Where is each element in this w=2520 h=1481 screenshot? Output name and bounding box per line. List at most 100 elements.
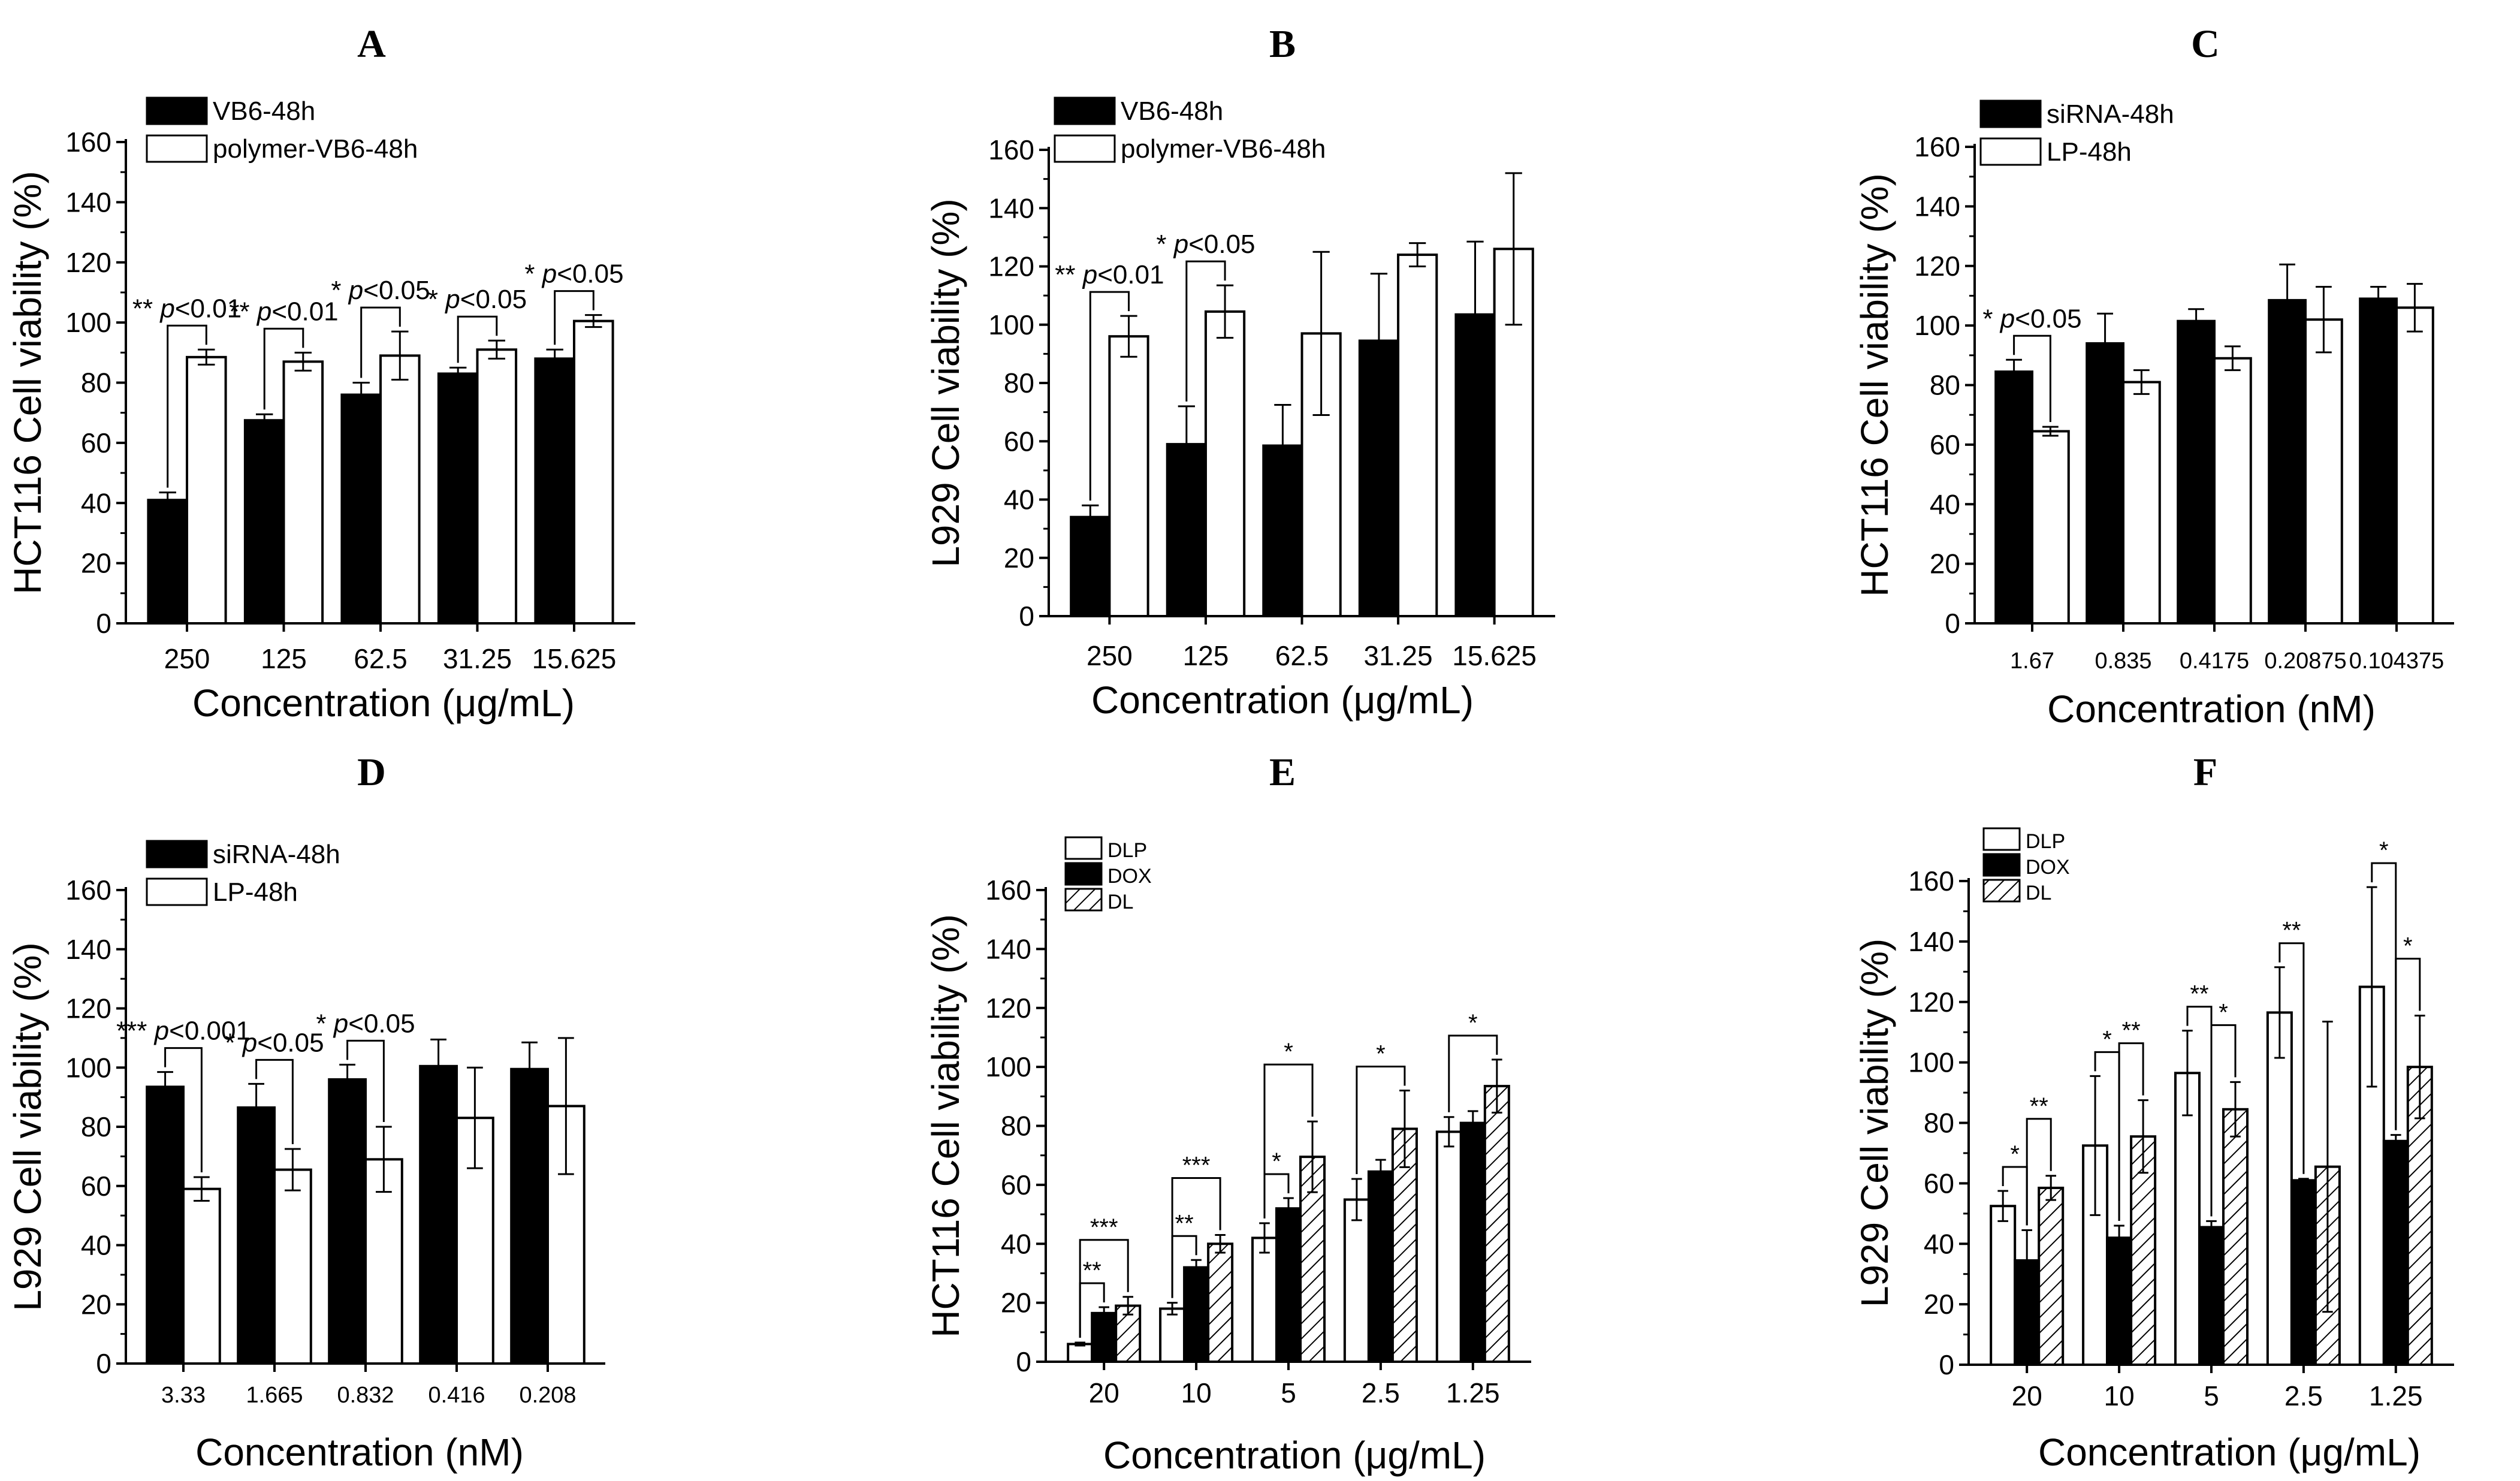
bar-vb6-48h-0 <box>1070 515 1111 617</box>
bar-dlp-4 <box>1435 1130 1462 1364</box>
bar-sirna-48h-1 <box>2086 342 2124 625</box>
y-tick-label: 20 <box>1004 542 1034 574</box>
bar-polymer-vb6-48h-0 <box>186 355 227 625</box>
y-tick-label: 40 <box>81 487 111 518</box>
bar-dl-4 <box>1483 1085 1510 1364</box>
x-tick-label: 0.4175 <box>2180 648 2249 674</box>
y-tick-label: 80 <box>1930 370 1960 401</box>
x-tick-label: 20 <box>1089 1377 1119 1408</box>
y-tick-label: 80 <box>81 1111 111 1142</box>
legend-swatch <box>1979 99 2042 128</box>
significance-label: * p<0.05 <box>1982 304 2081 333</box>
x-tick-label: 5 <box>1281 1377 1296 1408</box>
significance-stars: ** <box>1083 1257 1101 1284</box>
significance-bracket <box>2013 334 2051 423</box>
y-tick-label: 0 <box>96 608 111 639</box>
bar-sirna-48h-3 <box>419 1064 458 1365</box>
significance-label: ** p<0.01 <box>229 297 338 326</box>
y-tick-label: 140 <box>1914 191 1960 222</box>
y-tick-label: 60 <box>81 427 111 459</box>
legend-label: DOX <box>2026 856 2070 879</box>
bar-sirna-48h-0 <box>146 1085 185 1365</box>
x-tick-label: 2.5 <box>2284 1380 2323 1411</box>
bar-sirna-48h-0 <box>1994 370 2033 625</box>
significance-bracket <box>164 1047 203 1172</box>
bar-dl-0 <box>2038 1186 2065 1367</box>
y-tick-label: 100 <box>988 309 1034 340</box>
y-axis-title: L929 Cell viability (%) <box>924 198 967 567</box>
bar-lp-48h-3 <box>2304 318 2343 625</box>
bar-dl-1 <box>1207 1242 1234 1363</box>
y-tick-label: 100 <box>985 1051 1031 1082</box>
significance-bracket <box>1089 291 1130 501</box>
significance-bracket <box>2118 1042 2144 1221</box>
y-tick-label: 60 <box>1930 429 1960 460</box>
x-tick-label: 250 <box>164 643 210 674</box>
y-tick-label: 60 <box>1001 1169 1031 1201</box>
y-tick-label: 120 <box>1914 251 1960 282</box>
y-tick-label: 140 <box>65 934 111 965</box>
significance-bracket <box>1185 260 1226 402</box>
legend-swatch <box>1064 862 1103 886</box>
x-tick-label: 62.5 <box>354 643 408 674</box>
chart-panel-a: A 0 20 40 60 80 100 120 140 160 250 125 62.5 31.25 15.… <box>6 22 635 725</box>
legend-label: DLP <box>2026 830 2065 853</box>
y-tick-label: 140 <box>1908 926 1954 957</box>
legend-swatch <box>1979 137 2042 166</box>
bar-dox-3 <box>1367 1170 1394 1363</box>
bar-polymer-vb6-48h-3 <box>476 348 518 625</box>
y-tick-label: 160 <box>65 126 111 158</box>
legend-swatch <box>1982 853 2021 877</box>
x-tick-label: 125 <box>1183 640 1229 671</box>
x-tick-label: 1.25 <box>1446 1377 1500 1408</box>
bar-dox-4 <box>2382 1139 2409 1366</box>
y-tick-label: 40 <box>1930 488 1960 520</box>
bar-vb6-48h-2 <box>1262 444 1303 617</box>
significance-stars: *** <box>1182 1152 1211 1178</box>
bar-dlp-3 <box>2266 1011 2293 1366</box>
bar-dlp-3 <box>1343 1198 1370 1363</box>
bar-polymer-vb6-48h-2 <box>379 354 421 625</box>
significance-label: * p<0.05 <box>316 1009 415 1038</box>
y-tick-label: 0 <box>1939 1349 1954 1380</box>
y-tick-label: 140 <box>985 933 1031 964</box>
x-axis-title: Concentration (μg/mL) <box>2038 1431 2421 1474</box>
bar-lp-48h-0 <box>2031 430 2070 625</box>
legend-swatch <box>1054 134 1116 163</box>
panel-letter: F <box>2193 750 2217 794</box>
y-tick-label: 100 <box>1908 1047 1954 1078</box>
legend-swatch <box>1982 827 2021 851</box>
bar-dlp-2 <box>2174 1072 2201 1366</box>
significance-bracket <box>1171 1177 1221 1298</box>
legend-swatch <box>146 840 208 868</box>
y-tick-label: 140 <box>65 186 111 218</box>
y-tick-label: 40 <box>1001 1228 1031 1259</box>
y-tick-label: 40 <box>81 1230 111 1261</box>
significance-bracket <box>2278 942 2305 1174</box>
y-tick-label: 120 <box>988 251 1034 282</box>
x-tick-label: 1.665 <box>246 1383 303 1408</box>
x-tick-label: 20 <box>2012 1380 2042 1411</box>
x-axis-title: Concentration (nM) <box>2047 687 2376 731</box>
y-tick-label: 160 <box>1914 131 1960 162</box>
x-axis-title: Concentration (μg/mL) <box>192 681 575 725</box>
chart-panel-f: F 0 20 40 60 80 100 120 140 160 20 10 5 2.5 1.25 Concen… <box>1853 750 2454 1474</box>
legend-label: DOX <box>1107 865 1152 888</box>
significance-bracket <box>1079 1239 1129 1338</box>
legend-swatch <box>146 96 208 125</box>
y-tick-label: 60 <box>1924 1168 1954 1199</box>
x-tick-label: 10 <box>2104 1380 2135 1411</box>
significance-bracket <box>1448 1034 1498 1112</box>
x-tick-label: 250 <box>1087 640 1133 671</box>
significance-stars: * <box>2403 933 2413 959</box>
x-axis-title: Concentration (μg/mL) <box>1103 1434 1486 1477</box>
significance-stars: ** <box>2190 981 2208 1008</box>
bar-dox-3 <box>2290 1179 2317 1367</box>
bar-dlp-2 <box>1251 1236 1278 1364</box>
significance-label: * p<0.05 <box>225 1028 324 1057</box>
x-axis-title: Concentration (μg/mL) <box>1091 678 1474 722</box>
y-tick-label: 0 <box>1016 1346 1031 1377</box>
x-tick-label: 62.5 <box>1275 640 1329 671</box>
x-tick-label: 1.67 <box>2010 648 2054 674</box>
